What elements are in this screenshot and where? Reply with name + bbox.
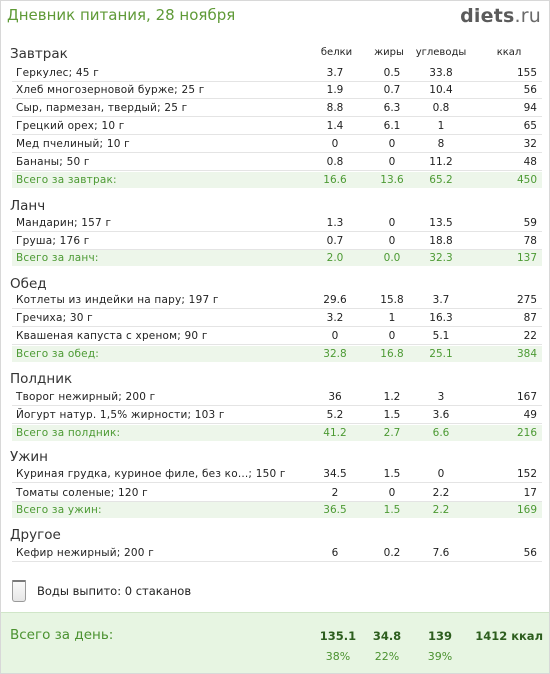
section-title-lunch: Ланч <box>10 198 46 214</box>
glass-icon[interactable] <box>12 580 26 602</box>
section-title-snack: Полдник <box>10 371 73 387</box>
total-row-supper: Всего за ужин: 36.5 1.5 2.2 169 <box>12 502 542 518</box>
section-title-dinner: Обед <box>10 276 47 292</box>
total-row-snack: Всего за полдник: 41.2 2.7 6.6 216 <box>12 425 542 441</box>
day-protein-pct: 38% <box>325 650 351 663</box>
total-row-dinner: Всего за обед: 32.8 16.8 25.1 384 <box>12 346 542 362</box>
table-row: Томаты соленые; 120 г 2 0 2.2 17 <box>12 485 542 502</box>
total-row-breakfast: Всего за завтрак: 16.6 13.6 65.2 450 <box>12 172 542 188</box>
day-carbs-pct: 39% <box>427 650 453 663</box>
day-protein: 135.1 <box>319 629 357 643</box>
table-row: Мандарин; 157 г 1.3 0 13.5 59 <box>12 215 542 232</box>
table-row: Йогурт натур. 1,5% жирности; 103 г 5.2 1.5… <box>12 407 542 424</box>
table-row: Куриная грудка, куриное филе, без ко...;… <box>12 466 542 483</box>
table-row: Кефир нежирный; 200 г 6 0.2 7.6 56 <box>12 545 542 562</box>
page-title: Дневник питания, 28 ноября <box>7 6 236 24</box>
table-row: Творог нежирный; 200 г 36 1.2 3 167 <box>12 389 542 406</box>
table-row: Котлеты из индейки на пару; 197 г 29.6 15.… <box>12 292 542 309</box>
col-protein: белки <box>320 47 353 58</box>
column-headers: белки жиры углеводы ккал <box>0 47 550 63</box>
table-row: Хлеб многозерновой бурже; 25 г 1.9 0.7 10.4… <box>12 82 542 99</box>
col-carbs: углеводы <box>415 47 467 58</box>
table-row: Груша; 176 г 0.7 0 18.8 78 <box>12 233 542 250</box>
water-count: Воды выпито: 0 стаканов <box>37 584 192 598</box>
table-row: Бананы; 50 г 0.8 0 11.2 48 <box>12 154 542 171</box>
day-fat: 34.8 <box>372 629 402 643</box>
section-title-supper: Ужин <box>10 449 48 465</box>
day-total-label: Всего за день: <box>10 627 114 643</box>
day-carbs: 139 <box>427 629 452 643</box>
table-row: Геркулес; 45 г 3.7 0.5 33.8 155 <box>12 65 542 82</box>
section-title-breakfast: Завтрак <box>10 46 68 62</box>
day-kcal: 1412 ккал <box>475 629 543 643</box>
day-total: Всего за день: 135.1 34.8 139 1412 ккал … <box>1 612 549 673</box>
table-row: Сыр, пармезан, твердый; 25 г 8.8 6.3 0.8 94 <box>12 100 542 117</box>
header: Дневник питания, 28 ноября diets.ru <box>7 5 541 30</box>
site-logo[interactable]: diets.ru <box>460 5 541 27</box>
water-tracker: Воды выпито: 0 стаканов <box>10 580 310 602</box>
total-row-lunch: Всего за ланч: 2.0 0.0 32.3 137 <box>12 250 542 266</box>
table-row: Гречиха; 30 г 3.2 1 16.3 87 <box>12 310 542 327</box>
table-row: Грецкий орех; 10 г 1.4 6.1 1 65 <box>12 118 542 135</box>
day-fat-pct: 22% <box>374 650 400 663</box>
col-fat: жиры <box>374 47 404 58</box>
table-row: Квашеная капуста с хреном; 90 г 0 0 5.1 22 <box>12 328 542 345</box>
section-title-other: Другое <box>10 527 61 543</box>
logo-main: diets <box>460 5 515 27</box>
logo-domain: .ru <box>514 5 541 27</box>
col-kcal: ккал <box>496 47 522 58</box>
table-row: Мед пчелиный; 10 г 0 0 8 32 <box>12 136 542 153</box>
